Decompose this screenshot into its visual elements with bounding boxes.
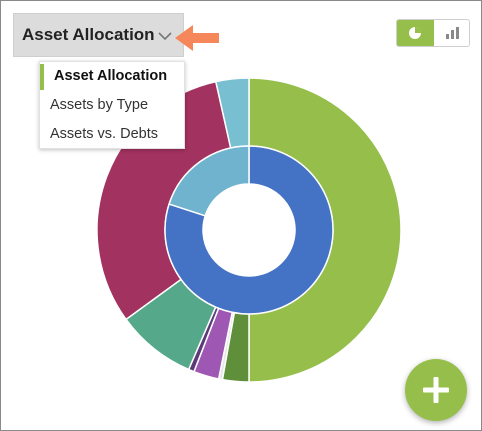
inner-ring-slice-0[interactable]: [164, 145, 334, 315]
dropdown-item-label: Assets by Type: [50, 97, 149, 113]
chart-type-dropdown-menu: Asset Allocation Assets by Type Assets v…: [39, 61, 185, 149]
dropdown-item-assets-by-type[interactable]: Assets by Type: [40, 91, 184, 120]
chevron-down-icon: [158, 32, 172, 41]
dropdown-item-label: Assets vs. Debts: [50, 126, 158, 142]
chart-type-selector[interactable]: Asset Allocation: [13, 13, 184, 57]
bar-view-button[interactable]: [434, 20, 469, 46]
pie-chart-icon: [409, 27, 421, 39]
plus-icon: [423, 377, 449, 403]
inner-ring: [164, 145, 334, 315]
chart-view-toggle: [396, 19, 470, 47]
annotation-arrow-icon: [175, 25, 219, 51]
selected-indicator: [40, 64, 44, 90]
dropdown-item-asset-allocation[interactable]: Asset Allocation: [40, 62, 184, 91]
selector-label: Asset Allocation: [22, 25, 155, 44]
inner-ring-slice-1[interactable]: [168, 145, 250, 217]
pie-view-button[interactable]: [397, 20, 434, 46]
add-button[interactable]: [405, 359, 467, 421]
bar-chart-icon: [446, 27, 459, 39]
dropdown-item-label: Asset Allocation: [54, 68, 168, 84]
dropdown-item-assets-vs-debts[interactable]: Assets vs. Debts: [40, 120, 184, 149]
